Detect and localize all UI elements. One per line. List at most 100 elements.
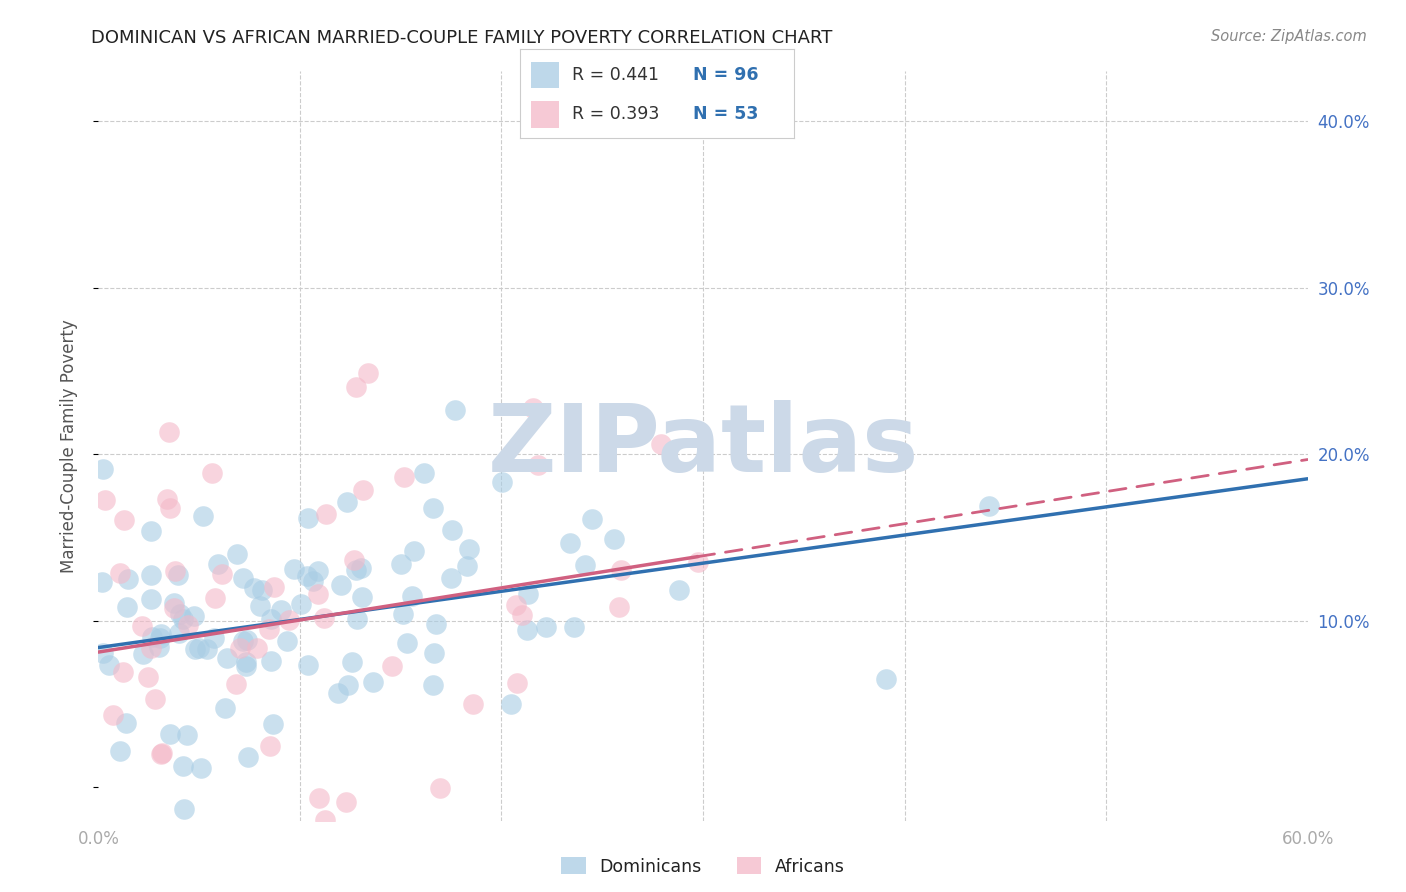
Point (350, 590, 373, 604)
Point (149, 747, 172, 761)
Point (440, 571, 463, 585)
Text: Source: ZipAtlas.com: Source: ZipAtlas.com (1211, 29, 1367, 44)
Point (115, 600, 138, 615)
Point (262, 717, 284, 731)
Point (668, 583, 690, 598)
Point (91, 462, 114, 476)
Point (235, 655, 257, 669)
Point (260, 612, 283, 626)
Point (308, 791, 330, 805)
Point (441, 523, 464, 537)
Point (141, 630, 163, 644)
Point (225, 677, 247, 691)
Point (574, 558, 596, 572)
Point (169, 607, 191, 621)
Point (357, 366, 380, 380)
Point (159, 501, 181, 516)
Point (456, 558, 478, 573)
Point (246, 640, 269, 655)
Point (132, 648, 155, 662)
Point (190, 761, 212, 775)
Point (516, 623, 538, 637)
Point (422, 500, 444, 515)
Point (337, 678, 360, 692)
Point (150, 746, 173, 760)
Point (361, 675, 384, 690)
Point (536, 620, 558, 634)
Point (110, 744, 132, 758)
Point (167, 626, 190, 640)
Point (195, 642, 218, 657)
Point (295, 569, 318, 583)
Point (352, 483, 374, 497)
Point (187, 641, 209, 656)
Point (510, 607, 533, 622)
Point (270, 603, 292, 617)
Point (159, 727, 181, 741)
Point (381, 659, 404, 673)
Point (176, 728, 198, 742)
Point (207, 557, 229, 571)
Point (114, 715, 136, 730)
Point (603, 532, 626, 546)
Y-axis label: Married-Couple Family Poverty: Married-Couple Family Poverty (59, 319, 77, 573)
Point (506, 676, 529, 690)
Point (444, 402, 467, 417)
Point (177, 617, 200, 632)
Point (526, 458, 548, 472)
Point (250, 582, 273, 597)
Point (522, 401, 544, 415)
Point (336, 495, 359, 509)
Point (201, 466, 224, 480)
Point (686, 555, 709, 569)
Point (97, 657, 120, 672)
Point (111, 665, 134, 679)
Point (172, 758, 194, 772)
Bar (531, 62, 558, 88)
Point (335, 795, 357, 809)
Point (301, 865, 323, 880)
Point (346, 612, 368, 626)
Point (259, 739, 281, 753)
Point (211, 567, 233, 582)
Point (156, 492, 179, 507)
Point (516, 586, 538, 600)
Point (307, 587, 329, 601)
Text: N = 53: N = 53 (693, 105, 758, 123)
Point (312, 610, 335, 624)
Point (328, 685, 350, 699)
Point (202, 631, 225, 645)
Point (277, 613, 299, 627)
Point (875, 672, 897, 686)
Point (458, 541, 481, 556)
Point (90, 574, 112, 589)
Point (226, 547, 249, 561)
Point (423, 646, 446, 660)
Point (166, 568, 188, 582)
Point (149, 627, 172, 641)
Point (392, 470, 415, 484)
Point (290, 598, 312, 612)
Point (609, 600, 631, 615)
Point (165, 564, 187, 578)
Point (314, 813, 336, 827)
Text: ZIPatlas: ZIPatlas (488, 400, 918, 492)
Point (461, 697, 484, 711)
Point (183, 608, 205, 623)
Point (283, 561, 305, 575)
Point (229, 640, 252, 655)
Point (350, 561, 373, 575)
Point (202, 847, 225, 862)
Point (425, 616, 447, 631)
Point (344, 380, 367, 394)
Point (257, 622, 280, 636)
Point (505, 598, 527, 612)
Point (110, 566, 132, 581)
Point (141, 640, 163, 655)
Point (136, 670, 159, 684)
Point (558, 536, 581, 550)
Point (329, 578, 352, 592)
Point (139, 524, 162, 538)
Point (429, 780, 451, 795)
Point (191, 508, 214, 523)
